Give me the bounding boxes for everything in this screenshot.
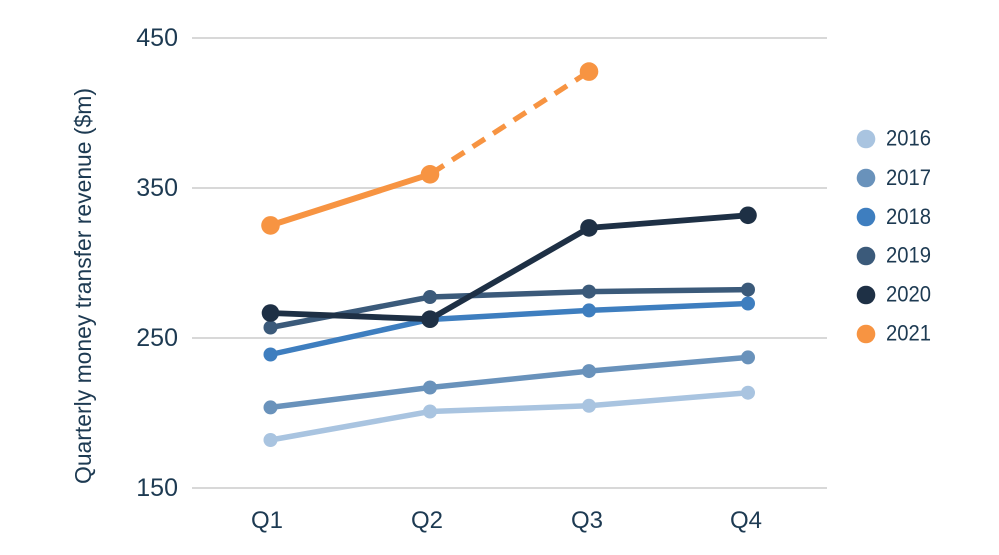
svg-text:Q1: Q1 [251,507,283,534]
svg-text:2017: 2017 [886,165,931,190]
svg-text:Quarterly money transfer reven: Quarterly money transfer revenue ($m) [70,88,96,484]
svg-text:150: 150 [136,474,178,502]
svg-text:350: 350 [136,174,178,202]
svg-text:250: 250 [136,324,178,352]
svg-text:2020: 2020 [886,282,931,307]
svg-text:2018: 2018 [886,204,931,229]
svg-text:2019: 2019 [886,243,931,268]
svg-text:Q2: Q2 [411,507,443,534]
svg-text:Q3: Q3 [571,507,603,534]
svg-text:2021: 2021 [886,321,931,346]
svg-text:Q4: Q4 [730,507,762,534]
svg-text:2016: 2016 [886,126,931,151]
svg-text:450: 450 [136,24,178,52]
